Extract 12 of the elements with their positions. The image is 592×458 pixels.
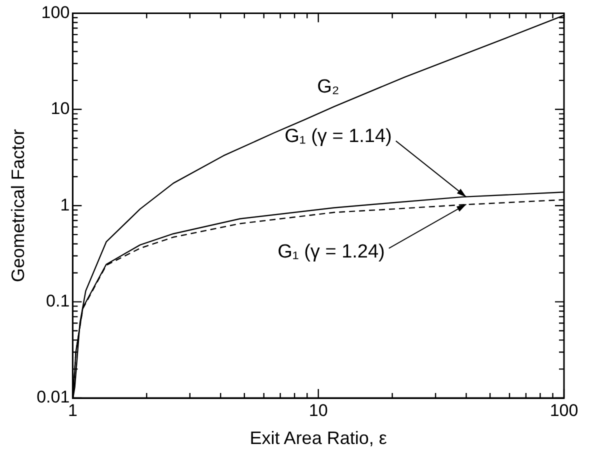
annotation: G₁ (γ = 1.24) xyxy=(278,242,385,263)
y-tick-label: 1 xyxy=(60,195,70,214)
y-axis-title: Geometrical Factor xyxy=(8,129,28,282)
annotation: G₂ xyxy=(317,76,340,98)
y-tick-label: 100 xyxy=(41,2,70,22)
x-tick-label: 10 xyxy=(308,400,328,420)
annotation: G₁ (γ = 1.14) xyxy=(284,126,392,148)
x-tick-label: 100 xyxy=(550,400,578,420)
y-tick-label: 0.1 xyxy=(46,291,70,310)
y-tick-label: 10 xyxy=(50,99,70,118)
y-tick-label: 0.01 xyxy=(36,388,70,407)
x-axis-title: Exit Area Ratio, ε xyxy=(250,428,387,448)
